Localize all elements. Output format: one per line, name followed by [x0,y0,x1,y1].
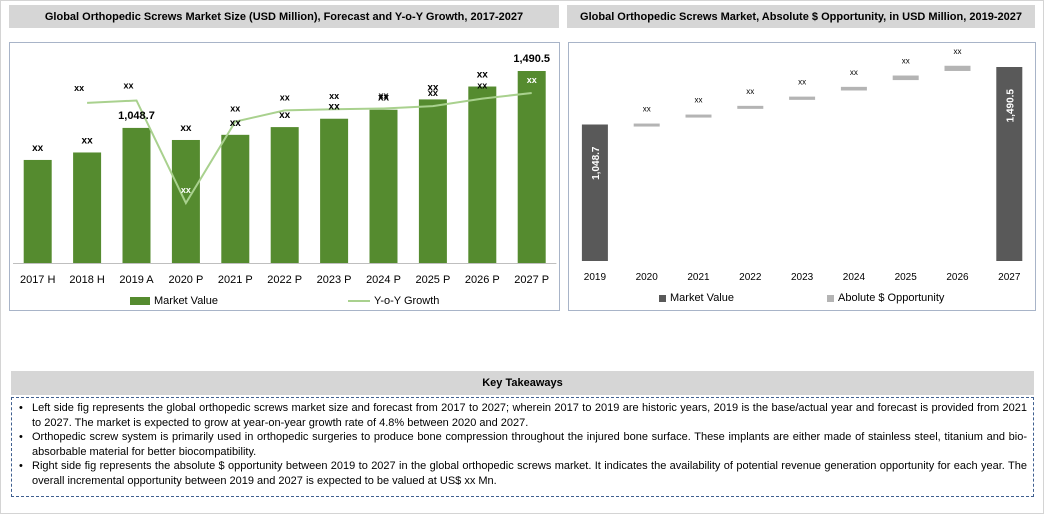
bar-data-label: xx [180,123,192,134]
bar-absolute-opportunity [892,75,919,81]
line-data-label: xx [280,92,290,102]
bar-data-label: xx [954,47,962,56]
left-legend-yoy: Y-o-Y Growth [348,295,439,307]
bar-data-label: xx [643,105,651,114]
x-tick-label: 2023 P [317,274,352,286]
bar-data-label: xx [329,102,341,113]
legend-total-label: Market Value [670,292,734,304]
legend-increment-label: Abolute $ Opportunity [838,292,945,304]
bar-absolute-opportunity [840,86,867,91]
legend-bar-label: Market Value [154,295,218,307]
x-tick-label: 2026 P [465,274,500,286]
line-data-label: xx [329,91,339,101]
bar-market-value [996,67,1023,261]
right-chart-panel: 1,048.7 2019 xx 2020 xx 2021 xx 2022 xx 2023 xx 202… [568,42,1036,311]
bar-data-label: 1,490.5 [513,53,550,65]
key-takeaways-title: Key Takeaways [11,371,1034,395]
x-tick-label: 2021 P [218,274,253,286]
right-chart-svg: 1,048.7 2019 xx 2020 xx 2021 xx 2022 xx 2023 xx 202… [581,47,1023,283]
x-tick-label: 2020 P [168,274,203,286]
bar-market-value [73,152,102,263]
x-tick-label: 2026 [946,272,969,283]
bar-market-value [369,109,398,263]
bar-market-value [581,124,608,261]
key-takeaway-item: Orthopedic screw system is primarily use… [19,430,1027,459]
bar-absolute-opportunity [633,123,660,127]
x-tick-label: 2019 [584,272,607,283]
x-tick-label: 2024 [843,272,866,283]
legend-line-label: Y-o-Y Growth [374,295,440,307]
bar-market-value [221,134,250,263]
legend-line-swatch [348,300,370,302]
bar-absolute-opportunity [685,114,712,118]
line-data-label: xx [378,91,388,101]
left-chart-title: Global Orthopedic Screws Market Size (US… [9,5,559,28]
legend-bar-swatch [130,297,150,305]
x-tick-label: 2021 [687,272,710,283]
bar-data-label: xx [279,110,291,121]
key-takeaway-item: Right side fig represents the absolute $… [19,459,1027,488]
bar-data-label: xx [82,135,94,146]
bar-market-value [517,71,546,263]
line-data-label: xx [477,81,487,91]
x-tick-label: 2027 [998,272,1021,283]
right-legend-market-value: Market Value [659,292,734,304]
bar-market-value [23,159,52,263]
key-takeaways-box: Left side fig represents the global orth… [11,397,1034,497]
bar-market-value [468,86,497,263]
x-tick-label: 2019 A [119,274,154,286]
x-tick-label: 2025 P [415,274,450,286]
line-data-label: xx [428,88,438,98]
line-data-label: xx [230,104,240,114]
legend-total-swatch [659,294,666,302]
line-data-label: xx [123,80,133,90]
bar-absolute-opportunity [737,105,764,109]
line-data-label: xx [181,185,191,195]
bar-absolute-opportunity [789,96,816,100]
bar-data-label: xx [32,143,44,154]
line-data-label: xx [74,83,84,93]
bar-market-value [320,118,349,264]
yoy-growth-line [87,92,532,206]
bar-data-label: xx [695,96,703,105]
x-tick-label: 2018 H [69,274,105,286]
x-tick-label: 2022 P [267,274,302,286]
bar-data-label: xx [477,70,489,81]
bar-absolute-opportunity [944,65,971,71]
bar-data-label: xx [230,118,242,129]
bar-data-label: 1,048.7 [591,146,602,180]
x-tick-label: 2020 [636,272,659,283]
bar-data-label: xx [746,87,754,96]
bar-market-value [122,127,151,264]
right-chart-title: Global Orthopedic Screws Market, Absolut… [567,5,1035,28]
bar-data-label: 1,490.5 [1005,89,1016,123]
bar-data-label: xx [378,93,390,104]
legend-increment-swatch [827,294,834,302]
left-chart-panel: xx xx 1,048.7 xx xx xx xx xx xx xx 1,490.5 xx xx xx xx… [9,42,560,311]
x-tick-label: 2022 [739,272,762,283]
bar-market-value [418,99,447,263]
x-tick-label: 2025 [895,272,918,283]
left-legend-market-value: Market Value [130,295,218,307]
x-tick-label: 2024 P [366,274,401,286]
x-tick-label: 2027 P [514,274,549,286]
line-data-label: xx [527,75,537,85]
bar-market-value [270,127,299,263]
bar-data-label: xx [427,82,439,93]
key-takeaways-list: Left side fig represents the global orth… [12,398,1033,489]
bar-data-label: 1,048.7 [118,110,155,122]
bar-data-label: xx [850,68,858,77]
bar-data-label: xx [798,78,806,87]
x-tick-label: 2017 H [20,274,56,286]
right-legend-opportunity: Abolute $ Opportunity [827,292,944,304]
key-takeaway-item: Left side fig represents the global orth… [19,401,1027,430]
bar-data-label: xx [902,57,910,66]
x-tick-label: 2023 [791,272,814,283]
